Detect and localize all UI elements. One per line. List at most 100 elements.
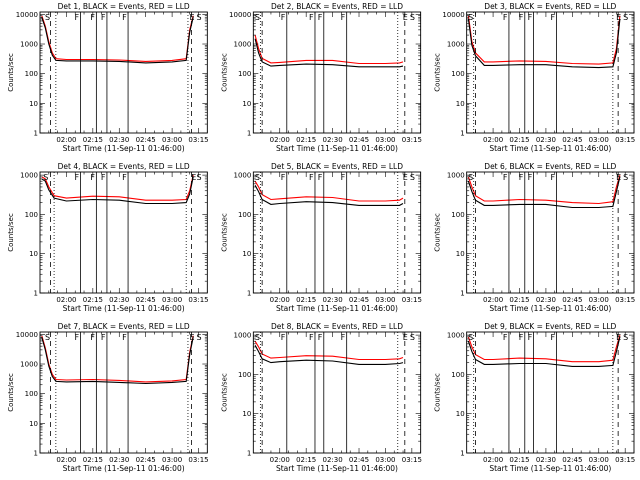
- series-line-lld: [467, 334, 621, 363]
- flare-label: F: [75, 13, 80, 22]
- flare-label: F: [281, 173, 286, 182]
- x-tick-label: 02:30: [322, 296, 342, 304]
- x-axis-label: Start Time (11-Sep-11 01:46:00): [276, 144, 398, 153]
- series-line-lld: [41, 15, 194, 62]
- x-tick-label: 03:00: [589, 136, 609, 144]
- x-tick-label: 02:30: [536, 456, 556, 464]
- y-tick-label: 10: [29, 100, 38, 108]
- flare-label: F: [528, 333, 533, 342]
- panel-title: Det 7, BLACK = Events, RED = LLD: [58, 322, 190, 331]
- y-tick-label: 100: [451, 70, 464, 78]
- y-tick-label: 1: [247, 130, 251, 138]
- series-line-lld: [467, 15, 621, 65]
- plot-frame: [466, 11, 635, 134]
- x-tick-label: 02:30: [109, 136, 129, 144]
- marker-label: S: [197, 13, 202, 22]
- x-axis-label: Start Time (11-Sep-11 01:46:00): [63, 464, 185, 473]
- plot-frame: [252, 11, 422, 134]
- flare-label: F: [503, 173, 508, 182]
- y-axis-label: Counts/sec: [434, 373, 442, 412]
- marker-label: E: [189, 13, 194, 22]
- flare-label: F: [309, 333, 314, 342]
- plot-frame: [39, 331, 208, 454]
- series-line-events: [467, 176, 621, 209]
- marker-label: S: [623, 13, 628, 22]
- flare-label: F: [122, 173, 127, 182]
- y-tick-label: 1000: [20, 361, 38, 369]
- x-tick-label: 02:15: [509, 136, 529, 144]
- flare-label: F: [101, 333, 106, 342]
- y-axis-label: Counts/sec: [434, 53, 442, 92]
- x-tick-label: 02:15: [509, 456, 529, 464]
- x-tick-label: 03:15: [188, 136, 208, 144]
- y-axis-label: Counts/sec: [7, 53, 15, 92]
- y-tick-label: 10: [242, 410, 251, 418]
- x-tick-label: 03:15: [402, 136, 422, 144]
- y-tick-label: 100: [451, 211, 464, 219]
- flare-label: F: [309, 13, 314, 22]
- x-tick-label: 02:00: [270, 296, 290, 304]
- y-tick-label: 10000: [16, 11, 38, 19]
- panel-title: Det 1, BLACK = Events, RED = LLD: [58, 2, 190, 11]
- y-axis-label: Counts/sec: [7, 373, 15, 412]
- x-tick-label: 03:15: [402, 296, 422, 304]
- x-tick-label: 02:30: [536, 136, 556, 144]
- y-tick-label: 1000: [234, 41, 252, 49]
- y-tick-label: 100: [25, 390, 38, 398]
- flare-label: F: [318, 13, 323, 22]
- flare-label: F: [90, 13, 95, 22]
- flare-label: F: [90, 173, 95, 182]
- series-line-events: [41, 17, 194, 64]
- flare-label: F: [519, 13, 524, 22]
- y-tick-label: 100: [25, 211, 38, 219]
- marker-label: S: [255, 13, 260, 22]
- y-tick-label: 1: [460, 130, 464, 138]
- flare-label: F: [528, 173, 533, 182]
- series-line-lld: [41, 335, 194, 383]
- x-tick-label: 02:45: [136, 136, 156, 144]
- series-line-events: [254, 185, 404, 206]
- y-axis-label: Counts/sec: [434, 213, 442, 252]
- y-tick-label: 1000: [234, 172, 252, 180]
- x-tick-label: 03:00: [375, 136, 395, 144]
- y-tick-label: 10: [29, 420, 38, 428]
- x-tick-label: 02:45: [349, 296, 369, 304]
- panel-title: Det 9, BLACK = Events, RED = LLD: [484, 322, 616, 331]
- flare-label: F: [519, 333, 524, 342]
- x-tick-label: 02:30: [536, 296, 556, 304]
- y-tick-label: 1: [247, 450, 251, 458]
- panel-title: Det 5, BLACK = Events, RED = LLD: [271, 162, 403, 171]
- y-tick-label: 1000: [234, 332, 252, 340]
- plot-frame: [466, 331, 635, 454]
- series-line-lld: [254, 180, 404, 202]
- marker-label: S: [468, 13, 473, 22]
- flare-label: F: [281, 333, 286, 342]
- marker-label: S: [45, 333, 50, 342]
- marker-label: S: [410, 333, 415, 342]
- series-line-lld: [41, 174, 194, 201]
- flare-label: F: [101, 13, 106, 22]
- y-axis-label: Counts/sec: [220, 213, 228, 252]
- series-line-lld: [254, 34, 404, 65]
- y-tick-label: 1: [460, 290, 464, 298]
- x-axis-label: Start Time (11-Sep-11 01:46:00): [276, 464, 398, 473]
- x-tick-label: 03:15: [615, 136, 635, 144]
- marker-label: E: [403, 173, 408, 182]
- plot-frame: [252, 331, 422, 454]
- x-tick-label: 03:15: [402, 456, 422, 464]
- marker-label: E: [616, 333, 621, 342]
- x-tick-label: 02:00: [483, 456, 503, 464]
- x-tick-label: 02:30: [109, 296, 129, 304]
- flare-label: F: [550, 13, 555, 22]
- marker-label: S: [623, 173, 628, 182]
- y-tick-label: 1000: [20, 172, 38, 180]
- x-tick-label: 02:00: [270, 136, 290, 144]
- x-tick-label: 02:00: [270, 456, 290, 464]
- x-tick-label: 02:30: [109, 456, 129, 464]
- marker-label: S: [410, 173, 415, 182]
